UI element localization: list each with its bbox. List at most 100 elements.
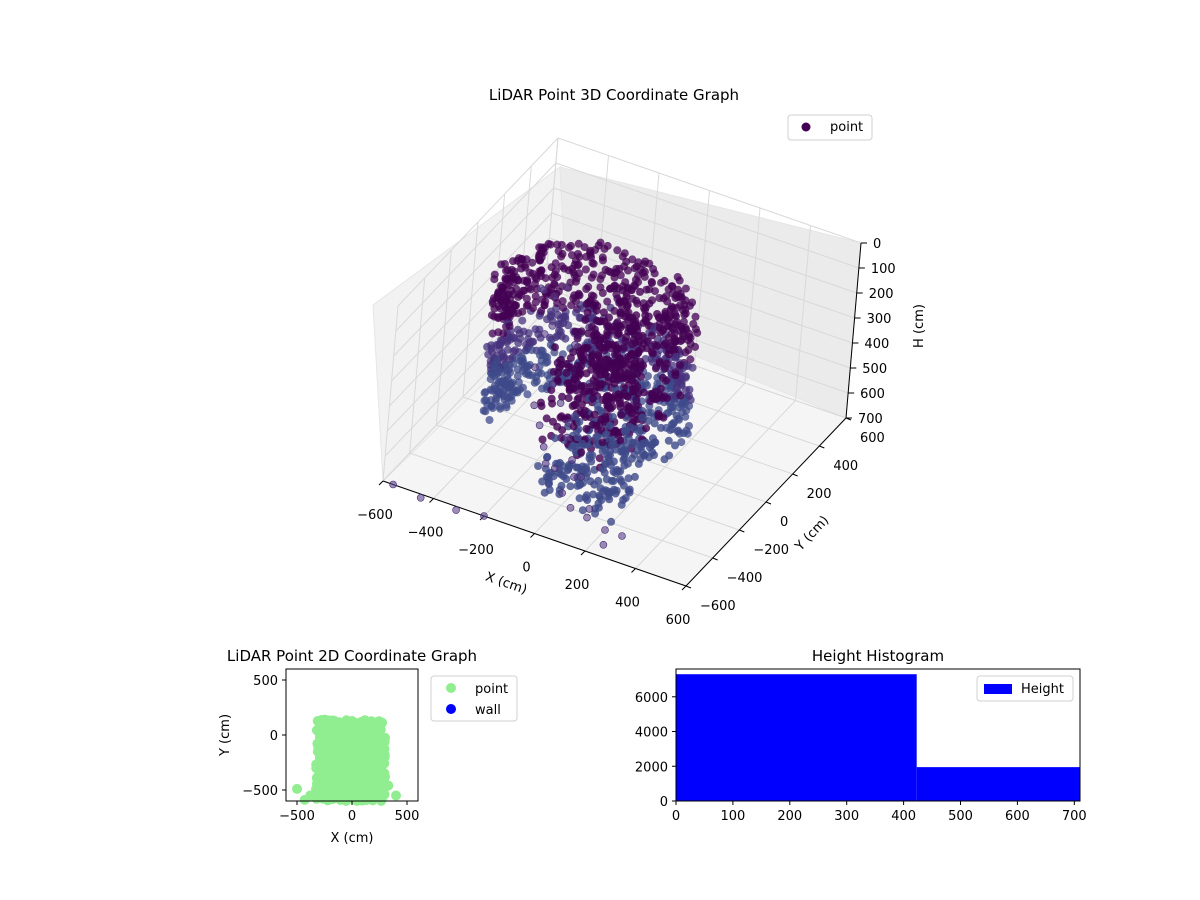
cloud-point — [574, 394, 583, 402]
cloud-point — [673, 427, 682, 436]
x-tick-label-histogram: 500 — [948, 809, 973, 824]
cloud-point — [639, 339, 648, 348]
cloud-point — [631, 275, 640, 284]
y-tick-label-3d: 200 — [807, 487, 832, 502]
cloud-point — [580, 243, 589, 252]
cloud-point — [574, 239, 583, 248]
cloud-point — [517, 264, 526, 273]
cloud-point — [569, 348, 578, 356]
grid-line-side-z — [397, 137, 559, 307]
cloud-point — [672, 411, 681, 420]
points-2d — [292, 714, 401, 806]
cloud-point — [648, 279, 656, 287]
point-2d — [369, 739, 380, 750]
point-2d — [292, 783, 302, 794]
cloud-point — [655, 294, 664, 302]
cloud-point — [592, 316, 601, 325]
cloud-point — [502, 403, 511, 412]
cloud-point — [601, 459, 610, 467]
cloud-point — [646, 397, 655, 406]
cloud-point — [602, 475, 611, 484]
cloud-point — [554, 368, 563, 377]
outlier-point — [585, 505, 594, 513]
cloud-point — [592, 363, 601, 372]
outlier-point — [480, 512, 488, 520]
cloud-point — [503, 345, 512, 354]
cloud-point — [685, 422, 693, 430]
cloud-point — [642, 424, 651, 433]
cloud-point — [499, 355, 508, 364]
x-tick-label-3d: −200 — [458, 543, 494, 558]
grid-line-back-x — [795, 225, 811, 401]
point-2d — [373, 762, 384, 773]
cloud-point — [616, 436, 625, 445]
point-2d — [305, 790, 316, 801]
cloud-point — [645, 259, 654, 268]
cloud-point — [587, 457, 596, 466]
cloud-point — [564, 394, 573, 403]
cloud-point — [538, 477, 547, 486]
y-axis-label-3d: Y (cm) — [792, 513, 832, 555]
cloud-point — [679, 317, 688, 326]
cloud-point — [665, 451, 674, 460]
cloud-point — [588, 350, 597, 359]
cloud-point — [518, 255, 527, 264]
cloud-point — [577, 448, 586, 457]
cloud-point — [493, 289, 502, 298]
cloud-point — [534, 252, 543, 261]
outlier-point — [548, 380, 557, 389]
cloud-point — [582, 285, 591, 293]
point-2d — [327, 794, 338, 805]
cloud-point — [638, 448, 647, 457]
cloud-point — [573, 433, 582, 442]
y-tick-label-histogram: 2000 — [635, 760, 668, 775]
cloud-point — [676, 391, 685, 400]
outlier-point — [548, 321, 557, 330]
outlier-point — [540, 286, 548, 295]
x-tick-label-2d: 0 — [348, 809, 356, 824]
cloud-point — [518, 366, 527, 375]
cloud-point — [681, 361, 690, 370]
cloud-point — [681, 284, 690, 293]
cloud-point — [624, 403, 633, 412]
ticks-histogram: 0 100 200 300 400 500 600 700 0 2000 4000 6000 — [635, 691, 1087, 824]
cloud-point — [644, 408, 653, 417]
cloud-point — [644, 372, 652, 381]
cloud-point — [676, 337, 685, 346]
cloud-point — [589, 490, 598, 499]
cloud-point — [499, 291, 508, 300]
cloud-point — [659, 413, 668, 422]
chart-histogram: Height Histogram 0 100 200 300 400 500 600 7000… — [635, 647, 1087, 824]
x-tick-label-histogram: 700 — [1062, 809, 1087, 824]
cloud-point — [681, 412, 690, 421]
cloud-point — [622, 333, 631, 341]
cloud-point — [578, 346, 587, 355]
cloud-point — [494, 314, 503, 323]
cloud-point — [586, 383, 595, 391]
cloud-point — [680, 300, 689, 309]
cloud-point — [684, 346, 693, 354]
x-tick-label-3d: 0 — [522, 561, 530, 576]
x-tick-label-histogram: 200 — [777, 809, 802, 824]
cloud-point — [487, 311, 496, 320]
cloud-point — [544, 473, 553, 482]
cloud-point — [606, 447, 614, 456]
cloud-point — [537, 369, 546, 378]
cloud-point — [490, 270, 499, 279]
cloud-point — [648, 358, 657, 367]
legend-2d-point-label: point — [475, 682, 508, 697]
cloud-point — [497, 368, 506, 377]
cloud-point — [691, 312, 700, 321]
legend-3d: point — [787, 114, 873, 141]
cloud-point — [559, 303, 568, 312]
outlier-point — [562, 433, 571, 442]
point-2d — [366, 717, 376, 728]
cloud-point — [672, 317, 681, 326]
cloud-point — [628, 255, 637, 264]
cloud-point — [541, 297, 550, 306]
cloud-point — [557, 262, 566, 271]
cloud-point — [558, 426, 567, 435]
outlier-points — [389, 283, 626, 549]
cloud-point — [564, 465, 573, 474]
cloud-point — [562, 368, 571, 377]
